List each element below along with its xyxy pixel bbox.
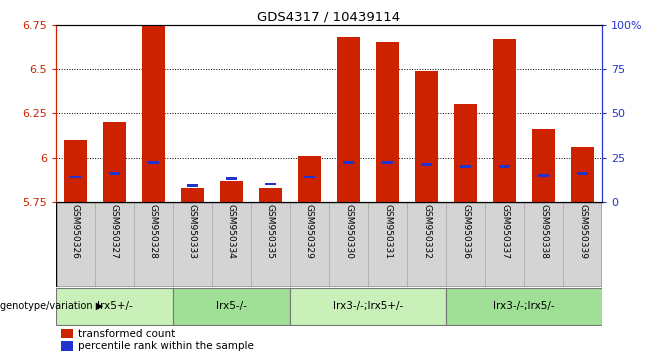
- Bar: [407, 202, 446, 287]
- Text: GSM950329: GSM950329: [305, 204, 314, 259]
- Bar: [56, 287, 173, 325]
- Bar: [493, 39, 517, 202]
- Text: GSM950333: GSM950333: [188, 204, 197, 259]
- Bar: [61, 329, 74, 338]
- Bar: [415, 71, 438, 202]
- Bar: [577, 172, 588, 175]
- Text: GSM950328: GSM950328: [149, 204, 158, 259]
- Bar: [298, 156, 321, 202]
- Title: GDS4317 / 10439114: GDS4317 / 10439114: [257, 11, 401, 24]
- Text: percentile rank within the sample: percentile rank within the sample: [78, 341, 253, 352]
- Bar: [95, 202, 134, 287]
- Bar: [421, 163, 432, 166]
- Bar: [70, 176, 81, 178]
- Bar: [173, 287, 290, 325]
- Text: GSM950334: GSM950334: [227, 204, 236, 259]
- Bar: [454, 104, 477, 202]
- Text: GSM950338: GSM950338: [539, 204, 548, 259]
- Bar: [446, 287, 602, 325]
- Bar: [265, 183, 276, 185]
- Bar: [538, 174, 549, 177]
- Bar: [148, 161, 159, 164]
- Text: lrx3-/-;lrx5/-: lrx3-/-;lrx5/-: [494, 301, 555, 311]
- Bar: [103, 122, 126, 202]
- Bar: [532, 129, 555, 202]
- Text: GSM950331: GSM950331: [383, 204, 392, 259]
- Text: transformed count: transformed count: [78, 329, 175, 339]
- Bar: [290, 287, 446, 325]
- Bar: [212, 202, 251, 287]
- Bar: [173, 202, 212, 287]
- Bar: [251, 202, 290, 287]
- Bar: [571, 147, 594, 202]
- Bar: [220, 181, 243, 202]
- Text: GSM950337: GSM950337: [500, 204, 509, 259]
- Text: lrx5-/-: lrx5-/-: [216, 301, 247, 311]
- Bar: [524, 202, 563, 287]
- Bar: [563, 202, 602, 287]
- Text: GSM950336: GSM950336: [461, 204, 470, 259]
- Bar: [304, 176, 315, 178]
- Bar: [141, 25, 165, 202]
- Bar: [181, 188, 204, 202]
- Bar: [376, 42, 399, 202]
- Bar: [446, 202, 485, 287]
- Bar: [109, 172, 120, 175]
- Text: GSM950332: GSM950332: [422, 204, 431, 259]
- Bar: [368, 202, 407, 287]
- Text: genotype/variation ▶: genotype/variation ▶: [0, 301, 103, 311]
- Text: GSM950327: GSM950327: [110, 204, 119, 259]
- Text: GSM950326: GSM950326: [71, 204, 80, 259]
- Bar: [382, 161, 393, 164]
- Bar: [56, 202, 95, 287]
- Bar: [290, 202, 329, 287]
- Text: GSM950335: GSM950335: [266, 204, 275, 259]
- Bar: [337, 37, 360, 202]
- Bar: [343, 161, 354, 164]
- Bar: [134, 202, 173, 287]
- Bar: [187, 184, 198, 187]
- Bar: [64, 140, 87, 202]
- Bar: [485, 202, 524, 287]
- Text: lrx5+/-: lrx5+/-: [97, 301, 132, 311]
- Bar: [259, 188, 282, 202]
- Bar: [226, 177, 237, 180]
- Text: GSM950330: GSM950330: [344, 204, 353, 259]
- Bar: [61, 341, 74, 351]
- Bar: [329, 202, 368, 287]
- Bar: [499, 165, 510, 168]
- Text: GSM950339: GSM950339: [578, 204, 587, 259]
- Bar: [460, 165, 471, 168]
- Text: lrx3-/-;lrx5+/-: lrx3-/-;lrx5+/-: [333, 301, 403, 311]
